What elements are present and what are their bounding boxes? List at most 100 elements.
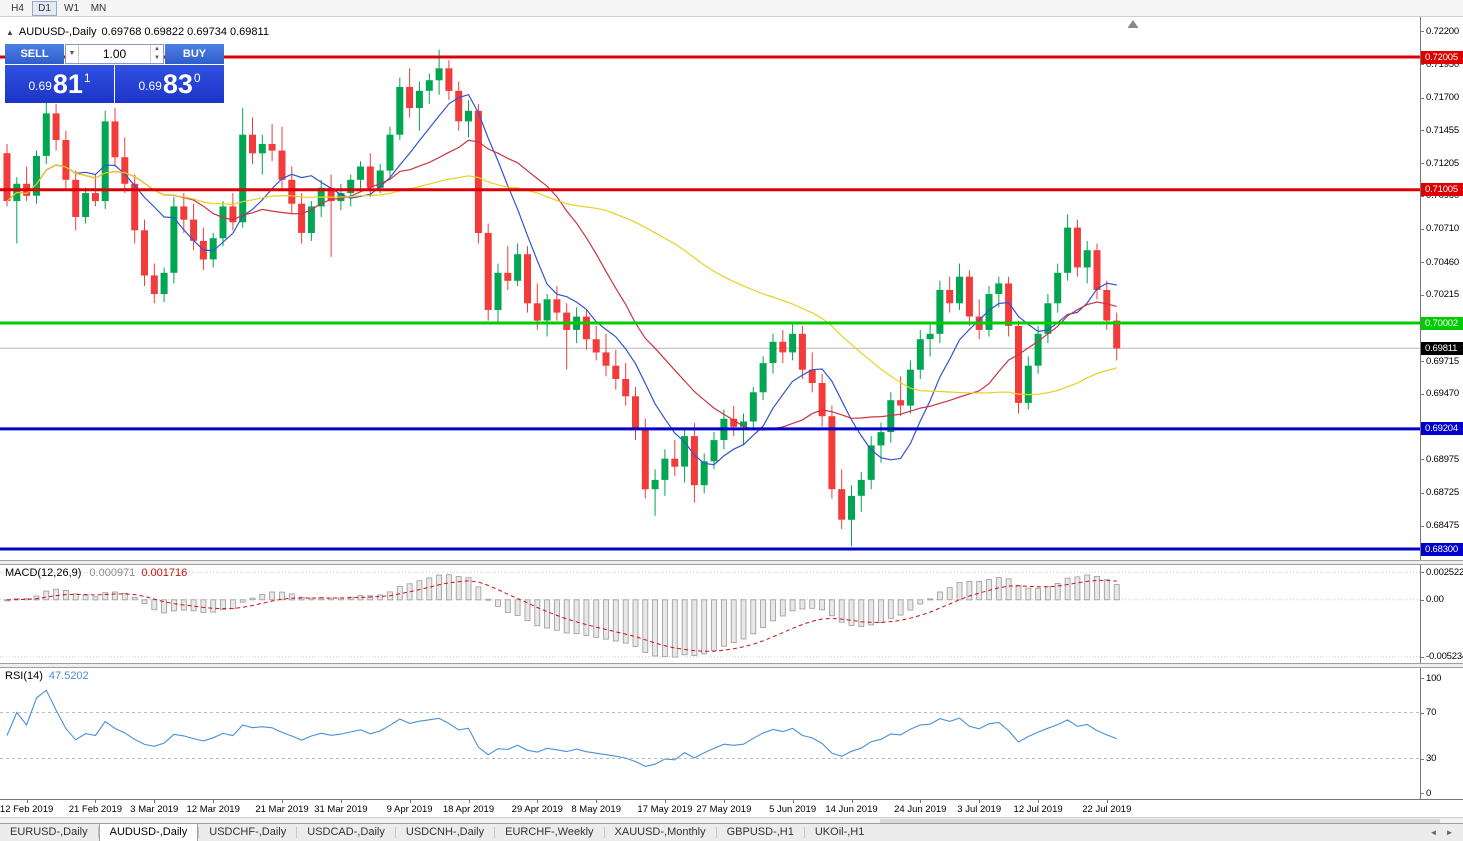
scrollbar-thumb[interactable] [880, 819, 1440, 823]
chart-symbol-period: AUDUSD-,Daily [18, 26, 97, 38]
tab-scroll-right-button[interactable]: ► [1445, 828, 1454, 837]
macd-bar [72, 593, 79, 601]
candle-body [985, 294, 993, 330]
tab-scroll-left-button[interactable]: ◄ [1429, 828, 1438, 837]
chart-tab-ukoil-h1[interactable]: UKOil-,H1 [814, 826, 865, 838]
axis-tick-mark [1421, 656, 1424, 658]
buy-price-display[interactable]: 0.69 83 0 [115, 65, 224, 103]
chart-tab-gbpusd-h1[interactable]: GBPUSD-,H1 [726, 826, 794, 838]
macd-axis[interactable]: 0.002522 0.00 -0.005234 [1420, 565, 1463, 663]
sell-price-sup: 1 [83, 71, 91, 85]
macd-bar [937, 591, 943, 601]
macd-bar [406, 583, 413, 601]
macd-plot[interactable]: MACD(12,26,9) 0.000971 0.001716 [0, 565, 1420, 663]
candle-body [33, 155, 40, 196]
tab-divider [715, 827, 717, 838]
price-axis[interactable]: 0.722000.719500.717000.714550.712050.709… [1420, 17, 1463, 560]
price-tick-label: 0.71950 [1426, 58, 1459, 70]
panel-separator[interactable] [0, 663, 1463, 668]
buy-button[interactable]: BUY [165, 44, 224, 64]
chart-ohlc-values: 0.69768 0.69822 0.69734 0.69811 [101, 26, 269, 38]
chart-tab-usdcnh-daily[interactable]: USDCNH-,Daily [405, 826, 485, 838]
sell-price-big: 81 [52, 69, 83, 99]
macd-bar [112, 591, 118, 601]
rsi-axis[interactable]: 100 70 30 0 [1420, 668, 1463, 799]
candle-body [1093, 250, 1101, 290]
rsi-panel: RSI(14) 47.5202 100 70 30 0 [0, 668, 1463, 799]
macd-scale-label: 0.002522 [1426, 566, 1463, 578]
chart-tab-xauusd-monthly[interactable]: XAUUSD-,Monthly [614, 826, 706, 838]
macd-bar [1064, 577, 1071, 601]
panel-separator[interactable] [0, 560, 1463, 565]
sell-button[interactable]: SELL [5, 44, 64, 64]
macd-bar [249, 597, 256, 601]
candle-body [838, 489, 846, 520]
macd-bar [534, 599, 541, 627]
candle-body [1024, 365, 1032, 403]
candle-body [936, 290, 944, 334]
horizontal-scrollbar[interactable] [0, 817, 1463, 823]
candle-body [730, 418, 738, 427]
price-tick-label: 0.71700 [1426, 92, 1459, 103]
tab-divider [296, 827, 298, 838]
candle-body [946, 290, 954, 304]
macd-bar [976, 581, 983, 601]
timeframe-button-mn[interactable]: MN [90, 2, 107, 14]
main-chart-canvas[interactable] [0, 17, 1420, 560]
candle-body [553, 299, 561, 313]
macd-bar [652, 599, 658, 657]
macd-canvas[interactable] [0, 565, 1420, 663]
rsi-scale-label: 100 [1426, 672, 1442, 684]
macd-bar [848, 599, 855, 626]
timeframe-button-h4[interactable]: H4 [11, 2, 24, 14]
rsi-canvas[interactable] [0, 668, 1420, 799]
tab-divider [603, 827, 605, 838]
trade-panel-toggle-icon[interactable]: ▲ [6, 27, 14, 37]
moving-average-line-45 [6, 164, 1117, 396]
chart-tab-eurusd-daily[interactable]: EURUSD-,Daily [10, 826, 88, 838]
buy-price-prefix: 0.69 [138, 79, 162, 93]
macd-bar [141, 599, 148, 604]
sell-price-display[interactable]: 0.69 81 1 [5, 65, 114, 103]
macd-bar [377, 594, 384, 601]
macd-bar [161, 599, 168, 614]
candle-body [828, 416, 836, 490]
macd-bar [632, 599, 639, 647]
macd-bar [730, 599, 737, 643]
axis-tick-mark [1421, 459, 1424, 461]
timeframe-button-w1[interactable]: W1 [64, 2, 79, 14]
main-chart-panel: ▲ AUDUSD-,Daily 0.69768 0.69822 0.69734 … [0, 17, 1463, 560]
volume-input[interactable]: 1.00 [102, 47, 127, 61]
macd-bar [396, 586, 403, 601]
macd-bar [593, 599, 600, 638]
candle-body [1064, 227, 1072, 273]
price-tick-label: 0.69470 [1426, 388, 1459, 400]
candle-body [455, 90, 463, 122]
macd-bar [131, 597, 138, 601]
chart-shift-marker[interactable] [1127, 20, 1139, 28]
macd-bar [151, 599, 158, 611]
macd-bar [1113, 584, 1120, 601]
volume-increase-button[interactable]: ▲ [154, 46, 160, 52]
axis-tick-mark [1421, 31, 1424, 33]
chart-tab-usdcad-daily[interactable]: USDCAD-,Daily [307, 826, 385, 838]
main-chart-plot[interactable]: ▲ AUDUSD-,Daily 0.69768 0.69822 0.69734 … [0, 17, 1420, 560]
candle-body [101, 121, 109, 202]
date-axis[interactable]: 12 Feb 2019 21 Feb 2019 3 Mar 2019 12 Mar 2… [0, 799, 1463, 817]
candle-body [3, 153, 11, 201]
chart-tab-usdchf-daily[interactable]: USDCHF-,Daily [209, 826, 287, 838]
volume-dropdown-icon[interactable]: ▼ [66, 45, 79, 63]
macd-bar [603, 599, 609, 640]
rsi-plot[interactable]: RSI(14) 47.5202 [0, 668, 1420, 799]
axis-tick-mark [1421, 712, 1424, 714]
candle-body [219, 206, 227, 239]
candle-body [435, 68, 443, 81]
macd-bar [897, 599, 904, 616]
chart-tab-audusd-daily[interactable]: AUDUSD-,Daily [98, 824, 199, 841]
price-level-badge: 0.70002 [1421, 316, 1463, 330]
volume-decrease-button[interactable]: ▼ [154, 55, 160, 61]
chart-tab-eurchf-weekly[interactable]: EURCHF-,Weekly [505, 826, 594, 838]
macd-bar [1084, 574, 1091, 601]
timeframe-button-d1[interactable]: D1 [32, 0, 57, 16]
price-level-badge: 0.68300 [1421, 542, 1463, 556]
